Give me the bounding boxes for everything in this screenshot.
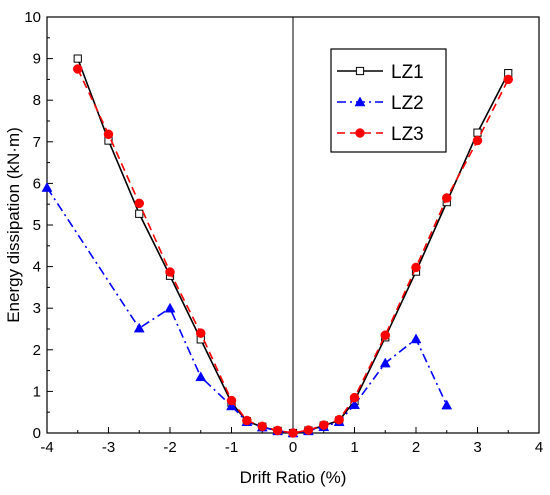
legend-box: [330, 48, 447, 153]
y-tick-label: 4: [33, 259, 41, 276]
y-tick-label: 3: [33, 300, 41, 317]
data-point-lz3: [257, 421, 267, 432]
data-point-lz2: [41, 182, 53, 192]
y-tick-label: 6: [33, 175, 41, 192]
data-point-lz3: [73, 64, 83, 74]
x-tick-label: -4: [40, 439, 53, 456]
x-tick-label: -1: [225, 439, 238, 456]
data-point-lz1: [73, 54, 82, 63]
data-point-lz3: [472, 135, 483, 146]
series-lz2: [41, 182, 453, 438]
data-point-lz3: [411, 262, 421, 273]
legend-label: LZ2: [391, 93, 424, 114]
legend-label: LZ3: [391, 124, 424, 145]
data-point-lz3: [226, 395, 237, 406]
data-point-lz3: [242, 415, 252, 426]
legend-marker: [355, 128, 365, 138]
data-point-lz3: [165, 267, 175, 277]
legend: LZ1 LZ2 LZ3: [330, 48, 447, 153]
data-point-lz2: [441, 399, 453, 410]
axes: -4 -3 -2 -1 0 1 2 3 4 0 1 2 3 4 5 6 7 8 9 10: [24, 9, 543, 456]
x-tick-label: -2: [163, 439, 176, 456]
x-axis-label: Drift Ratio (%): [240, 468, 347, 487]
data-point-lz2: [195, 371, 207, 382]
series-line-lz2: [46, 187, 448, 434]
data-point-lz2: [133, 322, 145, 333]
x-tick-label: 2: [412, 439, 420, 456]
x-tick-label: 0: [289, 439, 297, 456]
data-point-lz3: [442, 193, 452, 203]
data-point-lz3: [303, 425, 314, 435]
data-point-lz2: [379, 357, 391, 368]
data-point-lz2: [226, 400, 237, 411]
data-point-lz3: [196, 328, 206, 338]
y-tick-label: 8: [33, 92, 41, 109]
x-tick-label: 3: [473, 439, 481, 456]
y-tick-label: 9: [33, 51, 41, 68]
data-point-lz2: [349, 399, 360, 409]
data-point-lz1: [135, 209, 144, 218]
data-point-lz3: [103, 129, 114, 140]
x-tick-label: 4: [535, 439, 543, 456]
x-tick-label: -3: [102, 439, 115, 456]
y-tick-label: 10: [24, 9, 41, 26]
legend-entry-lz1: LZ1: [337, 62, 424, 83]
data-point-lz3: [503, 74, 513, 85]
legend-marker: [355, 66, 365, 76]
y-tick-label: 0: [33, 425, 41, 442]
data-point-lz3: [288, 428, 298, 438]
data-point-lz3: [134, 198, 144, 209]
series-lz3: [73, 64, 513, 438]
data-point-lz2: [410, 333, 422, 344]
data-point-lz3: [319, 420, 329, 430]
legend-label: LZ1: [391, 62, 424, 83]
y-tick-label: 1: [33, 383, 41, 400]
data-point-lz2: [164, 302, 176, 313]
x-tick-label: 1: [350, 439, 358, 456]
data-point-lz3: [334, 414, 344, 425]
data-point-lz3: [380, 330, 390, 340]
data-point-lz3: [349, 392, 360, 403]
legend-entry-lz2: LZ2: [337, 93, 424, 114]
legend-marker: [354, 96, 366, 107]
data-point-lz1: [473, 128, 482, 137]
legend-entry-lz3: LZ3: [337, 124, 424, 145]
y-axis-label: Energy dissipation (kN·m): [4, 127, 23, 323]
y-tick-label: 2: [33, 342, 41, 359]
y-tick-label: 7: [33, 134, 41, 151]
data-point-lz3: [272, 425, 283, 436]
plot-series: [41, 54, 513, 438]
y-tick-label: 5: [33, 217, 41, 234]
